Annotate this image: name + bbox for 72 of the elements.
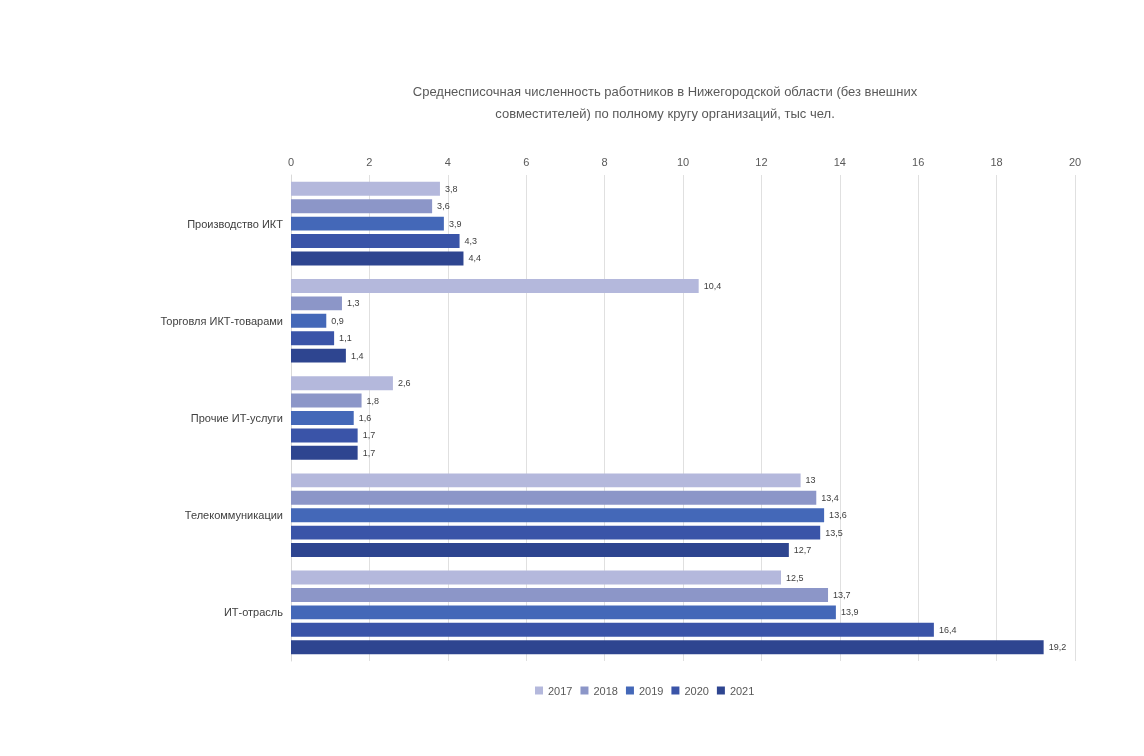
y-tick-label: Торговля ИКТ-товарами [160, 314, 283, 327]
legend-label: 2018 [593, 684, 618, 697]
data-label: 1,4 [350, 350, 364, 361]
data-label: 10,4 [703, 280, 722, 291]
bar [291, 411, 354, 425]
bar [291, 543, 789, 557]
data-label: 13,6 [829, 510, 847, 521]
bar [291, 445, 358, 460]
bar [291, 348, 346, 363]
data-label: 1,6 [358, 413, 372, 423]
y-tick-label: Телекоммуникации [184, 509, 283, 522]
data-label: 1,3 [346, 298, 360, 309]
bar [291, 622, 934, 637]
y-tick-label: Прочие ИТ-услуги [190, 412, 283, 424]
y-tick-label: ИТ-отрасль [223, 606, 284, 619]
bar [291, 331, 335, 346]
bar [291, 605, 836, 620]
bar [291, 376, 393, 391]
x-tick-label: 20 [1068, 155, 1082, 168]
bar [291, 199, 433, 214]
x-tick-label: 14 [833, 155, 846, 168]
bar [291, 490, 817, 505]
legend-label: 2017 [548, 684, 573, 697]
x-tick-label: 10 [676, 155, 690, 168]
data-label: 4,4 [468, 253, 481, 264]
bar [291, 473, 801, 488]
data-label: 16,4 [938, 624, 957, 635]
x-tick-label: 16 [912, 155, 925, 168]
data-label: 1,1 [339, 333, 352, 344]
data-label: 13,4 [821, 492, 839, 503]
bar [291, 525, 821, 540]
bar [291, 251, 464, 266]
data-label: 1,8 [366, 395, 380, 406]
data-label: 4,3 [464, 236, 478, 247]
bar [291, 296, 342, 311]
data-label: 13,9 [840, 607, 859, 618]
bar [291, 216, 444, 231]
data-label: 1,7 [362, 447, 376, 458]
bar [291, 393, 362, 408]
bar [291, 234, 460, 248]
data-label: 1,7 [362, 430, 376, 441]
x-tick-label: 12 [755, 155, 768, 168]
x-tick-label: 18 [990, 155, 1003, 168]
chart-title: Среднесписочная численность работников в Нижегородской области (без внешних совместителей) по полному кругу организаций, тыс чел. [412, 83, 918, 121]
data-label: 19,2 [1048, 642, 1067, 653]
x-tick-label: 6 [523, 155, 530, 168]
data-label: 12,7 [793, 545, 812, 556]
data-label: 12,5 [786, 572, 804, 583]
bar [291, 570, 781, 585]
data-label: 3,8 [444, 183, 458, 194]
bar [291, 279, 699, 293]
bar [291, 181, 440, 196]
x-tick-label: 8 [601, 155, 608, 168]
legend-label: 2019 [638, 684, 664, 697]
legend-label: 2021 [729, 684, 755, 697]
legend-label: 2020 [684, 684, 709, 697]
data-label: 3,9 [448, 218, 462, 229]
bar [291, 428, 358, 443]
bar [291, 640, 1044, 655]
data-label: 2,6 [397, 378, 411, 389]
y-tick-label: Производство ИКТ [187, 217, 284, 230]
x-tick-label: 2 [366, 155, 373, 168]
x-tick-label: 0 [287, 155, 295, 168]
data-label: 3,6 [437, 201, 450, 212]
bar [291, 588, 829, 602]
data-label: 0,9 [331, 315, 344, 326]
data-label: 13,7 [833, 589, 851, 600]
data-label: 13 [805, 475, 816, 486]
data-label: 13,5 [825, 527, 843, 538]
x-tick-label: 4 [444, 155, 451, 168]
bar [291, 313, 327, 328]
bar [291, 508, 825, 523]
